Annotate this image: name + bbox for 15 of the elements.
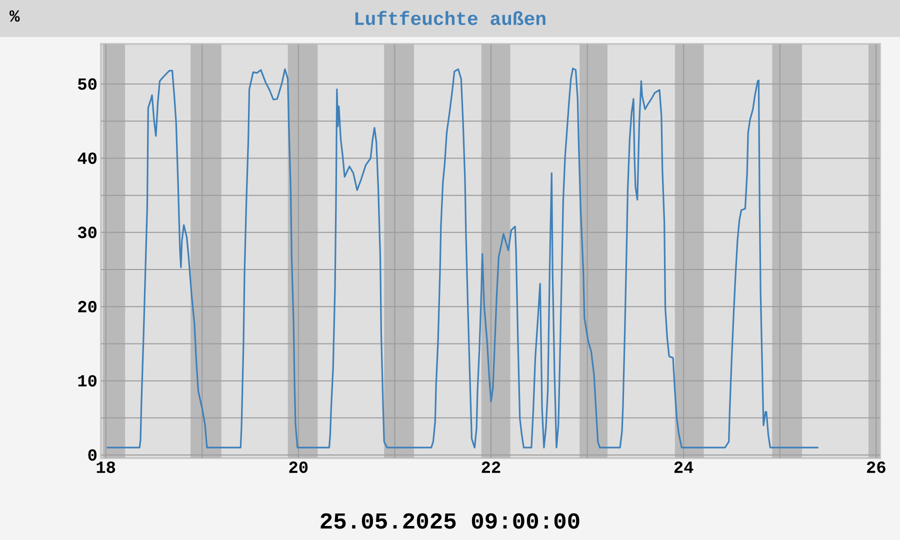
y-tick-label: 0 (88, 449, 97, 461)
y-tick-label: 30 (78, 226, 97, 238)
y-tick-label: 20 (78, 300, 97, 312)
line-series (106, 68, 820, 448)
x-tick-label: 24 (674, 462, 694, 473)
x-tick-label: 20 (289, 462, 308, 474)
text: 25.05.2025 09:00:00 (320, 513, 580, 529)
x-tick-label: 26 (867, 462, 886, 474)
chart-title: Luftfeuchte außen (355, 10, 546, 26)
y-tick-label: 40 (78, 152, 97, 164)
y-tick-label: 50 (78, 78, 97, 90)
y-tick-label: 10 (78, 375, 97, 387)
x-tick-label: 18 (96, 462, 116, 474)
x-tick-label: 22 (482, 462, 500, 473)
y-axis-title: % (10, 10, 20, 22)
